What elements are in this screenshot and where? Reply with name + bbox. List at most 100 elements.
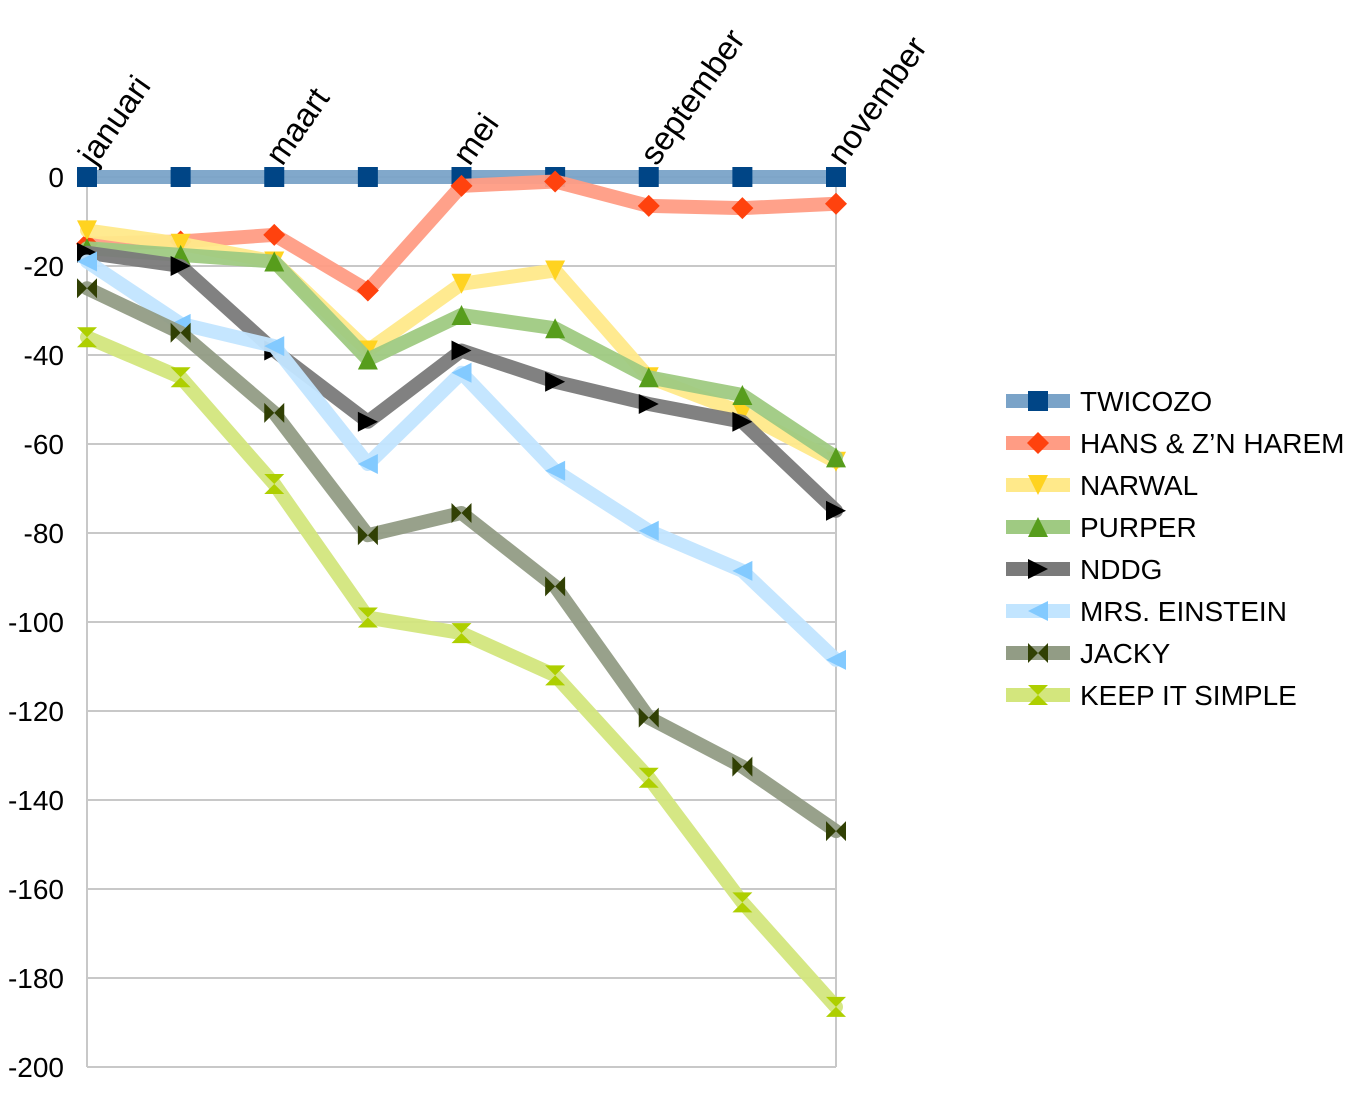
marker-triangle-down xyxy=(170,233,191,254)
legend-item: HANS & Z’N HAREM xyxy=(1006,428,1344,459)
marker-bowtie xyxy=(1028,643,1048,663)
marker-triangle-up xyxy=(826,447,846,468)
x-tick-label: januari xyxy=(70,69,158,172)
marker-diamond xyxy=(450,174,473,197)
marker-diamond xyxy=(356,279,379,302)
legend-item: NARWAL xyxy=(1006,470,1198,501)
legend-item: KEEP IT SIMPLE xyxy=(1006,680,1297,711)
marker-triangle-up xyxy=(545,318,566,339)
marker-hourglass xyxy=(451,623,472,644)
marker-hourglass xyxy=(638,767,659,788)
marker-bowtie xyxy=(638,707,659,728)
marker-triangle-down xyxy=(77,220,97,241)
y-tick-label: -140 xyxy=(8,785,64,816)
marker-diamond xyxy=(544,170,567,193)
marker-diamond xyxy=(1027,432,1049,454)
marker-triangle-down xyxy=(732,402,753,423)
legend-label: NDDG xyxy=(1080,554,1162,585)
legend-label: TWICOZO xyxy=(1080,386,1212,417)
marker-bowtie xyxy=(264,402,285,423)
marker-diamond xyxy=(637,194,660,217)
y-tick-label: -120 xyxy=(8,696,64,727)
marker-diamond xyxy=(825,192,847,215)
marker-triangle-left xyxy=(357,454,378,475)
y-tick-label: -180 xyxy=(8,963,64,994)
marker-square xyxy=(638,167,659,187)
marker-triangle-right xyxy=(357,411,378,432)
series-line xyxy=(80,330,843,1014)
marker-hourglass xyxy=(357,607,378,628)
marker-triangle-up xyxy=(732,385,753,406)
x-tick-label: mei xyxy=(445,106,506,171)
marker-triangle-right xyxy=(638,393,659,414)
marker-square xyxy=(170,167,191,187)
marker-diamond xyxy=(263,223,286,246)
series-keep-it-simple xyxy=(77,327,846,1017)
series-layer xyxy=(76,167,847,1017)
marker-triangle-left xyxy=(451,362,472,383)
marker-triangle-right xyxy=(1028,559,1048,579)
marker-square xyxy=(77,167,97,187)
marker-triangle-left xyxy=(77,251,97,272)
marker-triangle-up xyxy=(264,251,285,272)
marker-square xyxy=(826,167,846,187)
marker-triangle-left xyxy=(264,336,285,357)
marker-square xyxy=(1028,391,1048,411)
marker-bowtie xyxy=(77,278,97,299)
marker-hourglass xyxy=(77,327,97,348)
marker-triangle-up xyxy=(451,304,472,325)
marker-triangle-right xyxy=(732,411,753,432)
marker-square xyxy=(264,167,285,187)
marker-triangle-left xyxy=(638,520,659,541)
y-tick-label: -80 xyxy=(24,518,64,549)
y-tick-label: -200 xyxy=(8,1052,64,1083)
marker-bowtie xyxy=(451,502,472,523)
x-tick-label: november xyxy=(819,30,933,171)
x-tick-label: september xyxy=(632,22,752,171)
marker-triangle-up xyxy=(357,349,378,370)
marker-bowtie xyxy=(826,821,846,842)
marker-triangle-down xyxy=(545,260,566,281)
marker-hourglass xyxy=(826,996,846,1017)
y-tick-label: -160 xyxy=(8,874,64,905)
series-jacky xyxy=(77,278,846,842)
marker-triangle-left xyxy=(545,460,566,481)
y-tick-label: -40 xyxy=(24,340,64,371)
legend-item: JACKY xyxy=(1006,638,1171,669)
marker-triangle-up xyxy=(638,367,659,388)
series-mrs-einstein xyxy=(77,251,846,670)
legend-label: JACKY xyxy=(1080,638,1171,669)
marker-hourglass xyxy=(1028,685,1048,705)
marker-bowtie xyxy=(170,322,191,343)
legend-item: TWICOZO xyxy=(1006,386,1212,417)
legend-label: PURPER xyxy=(1080,512,1197,543)
marker-triangle-down xyxy=(451,273,472,294)
x-tick-label: maart xyxy=(258,81,337,171)
legend-label: HANS & Z’N HAREM xyxy=(1080,428,1344,459)
marker-square xyxy=(357,167,378,187)
marker-triangle-down xyxy=(1028,475,1048,495)
marker-hourglass xyxy=(170,367,191,388)
marker-hourglass xyxy=(732,892,753,913)
marker-triangle-right xyxy=(826,500,846,521)
marker-bowtie xyxy=(732,756,753,777)
marker-bowtie xyxy=(545,576,566,597)
legend: TWICOZO HANS & Z’N HAREM NARWAL PURPER NDDG M… xyxy=(1006,386,1344,711)
marker-hourglass xyxy=(545,665,566,686)
y-tick-label: 0 xyxy=(48,162,64,193)
marker-square xyxy=(732,167,753,187)
marker-hourglass xyxy=(264,474,285,495)
marker-triangle-left xyxy=(826,649,846,670)
marker-triangle-right xyxy=(451,340,472,361)
legend-item: PURPER xyxy=(1006,512,1197,543)
marker-triangle-right xyxy=(545,371,566,392)
marker-triangle-up xyxy=(1028,517,1048,537)
legend-label: NARWAL xyxy=(1080,470,1198,501)
marker-triangle-left xyxy=(1028,601,1048,621)
marker-triangle-right xyxy=(170,256,191,276)
y-tick-label: -20 xyxy=(24,251,64,282)
y-tick-label: -100 xyxy=(8,607,64,638)
legend-item: MRS. EINSTEIN xyxy=(1006,596,1287,627)
legend-label: MRS. EINSTEIN xyxy=(1080,596,1287,627)
